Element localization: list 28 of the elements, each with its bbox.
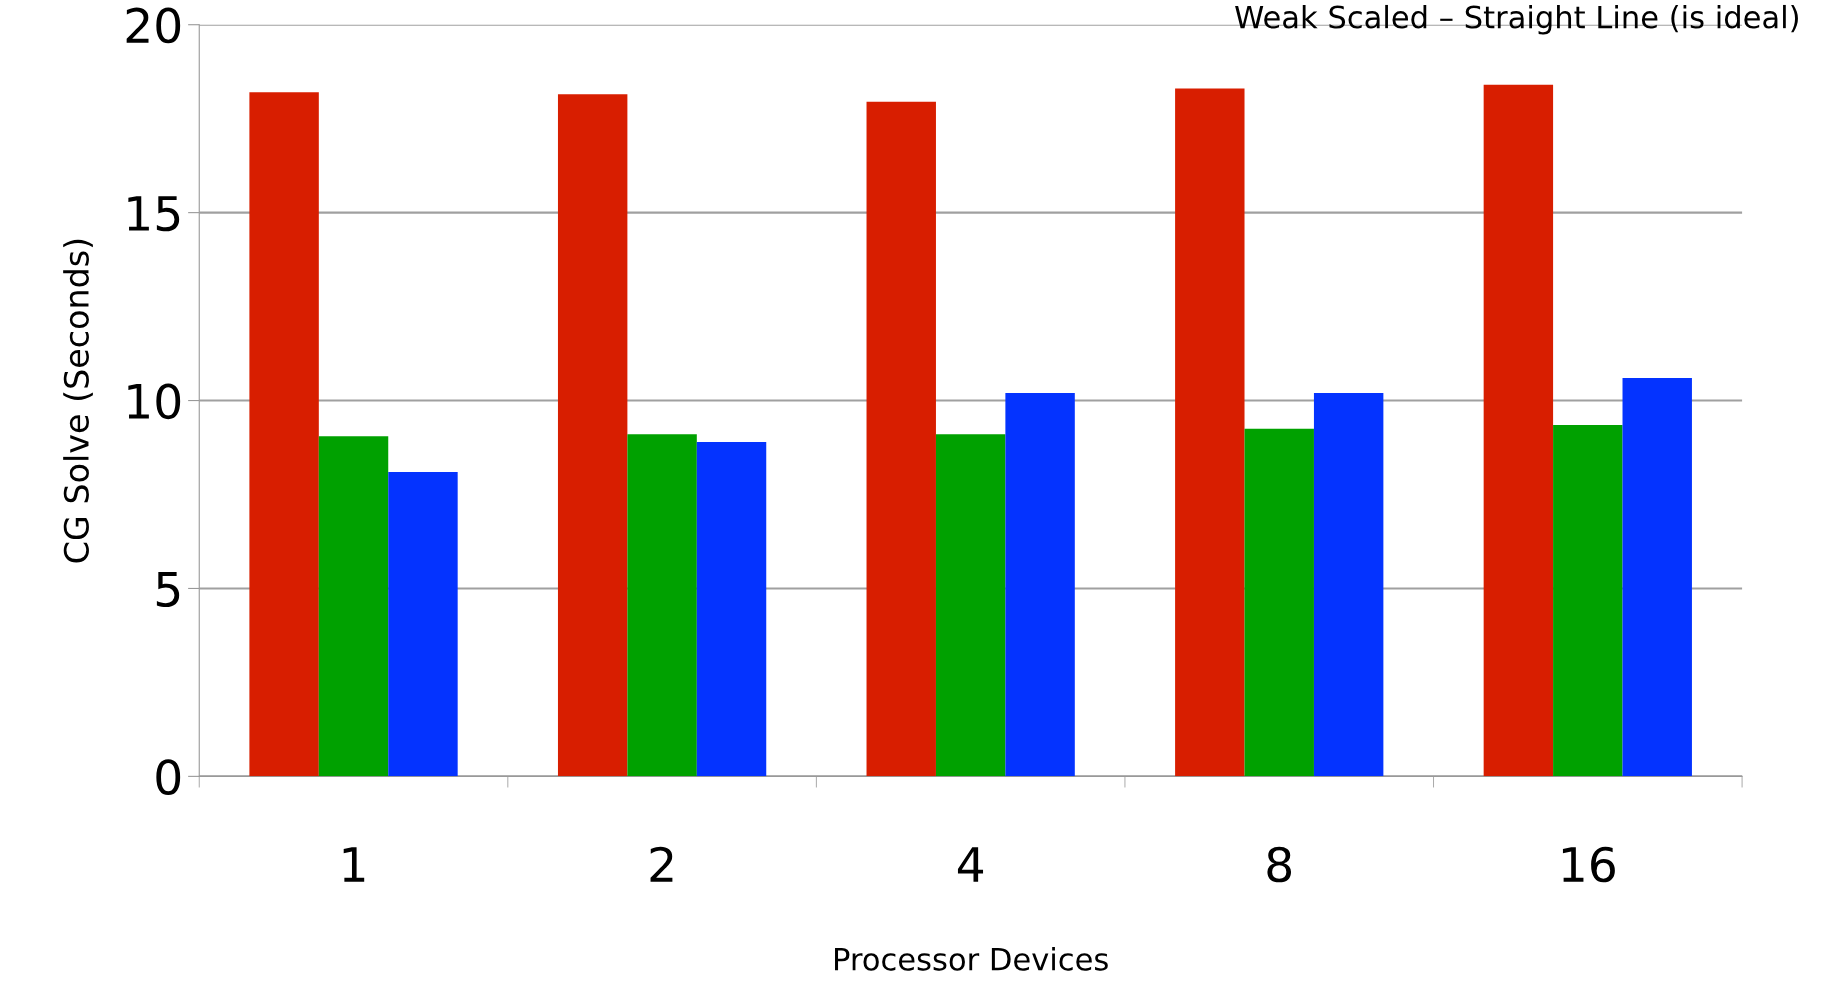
bar bbox=[935, 434, 1006, 777]
x-tick-label: 1 bbox=[343, 847, 365, 882]
bar bbox=[1244, 428, 1314, 777]
x-axis-title: Processor Devices bbox=[835, 947, 1108, 971]
x-tick-label: 8 bbox=[1267, 846, 1292, 883]
y-tick-label: 0 bbox=[156, 759, 181, 795]
y-axis-title: CG Solve (Seconds) bbox=[63, 239, 93, 563]
bar bbox=[627, 434, 697, 777]
bar bbox=[1483, 84, 1554, 777]
x-tick-label: 16 bbox=[1562, 846, 1615, 883]
y-tick-label: 5 bbox=[156, 571, 180, 608]
bar bbox=[388, 471, 458, 777]
y-tick-label: 10 bbox=[128, 383, 181, 420]
bar bbox=[1313, 393, 1384, 777]
x-tick-label: 4 bbox=[957, 847, 984, 882]
bar bbox=[1622, 378, 1692, 777]
x-tick-label: 2 bbox=[650, 846, 673, 882]
bar bbox=[696, 441, 767, 777]
bar bbox=[318, 436, 389, 777]
bar bbox=[1005, 393, 1075, 777]
bar bbox=[866, 101, 936, 777]
bar bbox=[1553, 424, 1623, 777]
bar bbox=[1175, 88, 1245, 777]
y-tick-label: 20 bbox=[126, 7, 181, 44]
chart-title: Weak Scaled – Straight Line (is ideal) bbox=[1235, 4, 1798, 35]
bar bbox=[557, 94, 628, 777]
y-tick-label: 15 bbox=[128, 196, 180, 232]
bar bbox=[249, 92, 319, 777]
